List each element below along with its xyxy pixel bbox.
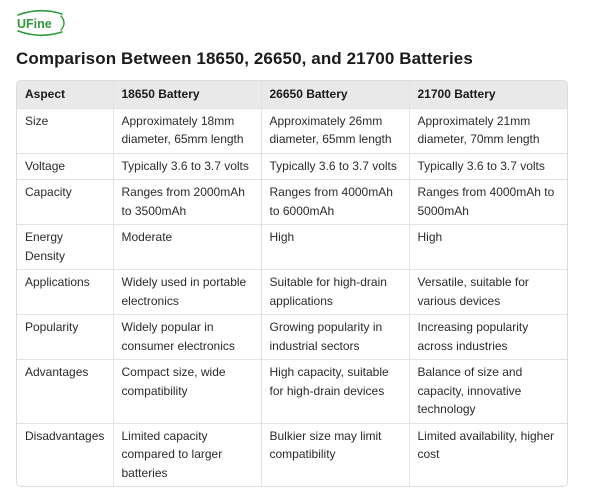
cell-26650: High capacity, suitable for high-drain d… [260,359,409,423]
cell-26650: Suitable for high-drain applications [260,269,409,315]
cell-18650: Ranges from 2000mAh to 3500mAh [112,179,261,225]
table-row-advantages: Advantages Compact size, wide compatibil… [17,359,567,423]
cell-26650: Growing popularity in industrial sectors [260,314,409,360]
column-header-26650: 26650 Battery [260,81,409,108]
cell-26650: Bulkier size may limit compatibility [260,422,409,486]
table-header-row: Aspect 18650 Battery 26650 Battery 21700… [17,81,567,108]
cell-18650: Moderate [112,224,261,270]
cell-18650: Widely popular in consumer electronics [112,314,261,360]
row-label: Popularity [17,314,113,360]
cell-26650: Approximately 26mm diameter, 65mm length [260,107,409,153]
column-header-aspect: Aspect [17,81,113,108]
cell-21700: Approximately 21mm diameter, 70mm length [408,107,567,153]
row-label: Capacity [17,179,113,225]
cell-26650: Ranges from 4000mAh to 6000mAh [260,179,409,225]
cell-18650: Typically 3.6 to 3.7 volts [112,152,261,180]
cell-18650: Limited capacity compared to larger batt… [112,422,261,486]
cell-21700: Ranges from 4000mAh to 5000mAh [408,179,567,225]
table-row-size: Size Approximately 18mm diameter, 65mm l… [17,107,567,153]
cell-21700: Balance of size and capacity, innovative… [408,359,567,423]
comparison-table: Aspect 18650 Battery 26650 Battery 21700… [17,81,567,486]
row-label: Size [17,107,113,153]
cell-21700: Increasing popularity across industries [408,314,567,360]
row-label: Voltage [17,152,113,180]
table-row-popularity: Popularity Widely popular in consumer el… [17,314,567,360]
table-row-applications: Applications Widely used in portable ele… [17,269,567,315]
table-row-voltage: Voltage Typically 3.6 to 3.7 volts Typic… [17,152,567,180]
page-title: Comparison Between 18650, 26650, and 217… [16,49,473,68]
table-row-disadvantages: Disadvantages Limited capacity compared … [17,422,567,486]
cell-21700: Typically 3.6 to 3.7 volts [408,152,567,180]
row-label: Disadvantages [17,422,113,486]
cell-26650: Typically 3.6 to 3.7 volts [260,152,409,180]
cell-26650: High [260,224,409,270]
comparison-table-container: Aspect 18650 Battery 26650 Battery 21700… [16,80,568,487]
cell-21700: Limited availability, higher cost [408,422,567,486]
ufine-logo: UFine [17,9,65,37]
row-label: Advantages [17,359,113,423]
cell-21700: Versatile, suitable for various devices [408,269,567,315]
cell-18650: Approximately 18mm diameter, 65mm length [112,107,261,153]
cell-18650: Compact size, wide compatibility [112,359,261,423]
column-header-18650: 18650 Battery [112,81,261,108]
cell-18650: Widely used in portable electronics [112,269,261,315]
cell-21700: High [408,224,567,270]
column-header-21700: 21700 Battery [408,81,567,108]
table-row-capacity: Capacity Ranges from 2000mAh to 3500mAh … [17,179,567,225]
row-label: Applications [17,269,113,315]
row-label: Energy Density [17,224,113,270]
logo-wordmark: UFine [17,17,52,31]
table-row-energy-density: Energy Density Moderate High High [17,224,567,270]
